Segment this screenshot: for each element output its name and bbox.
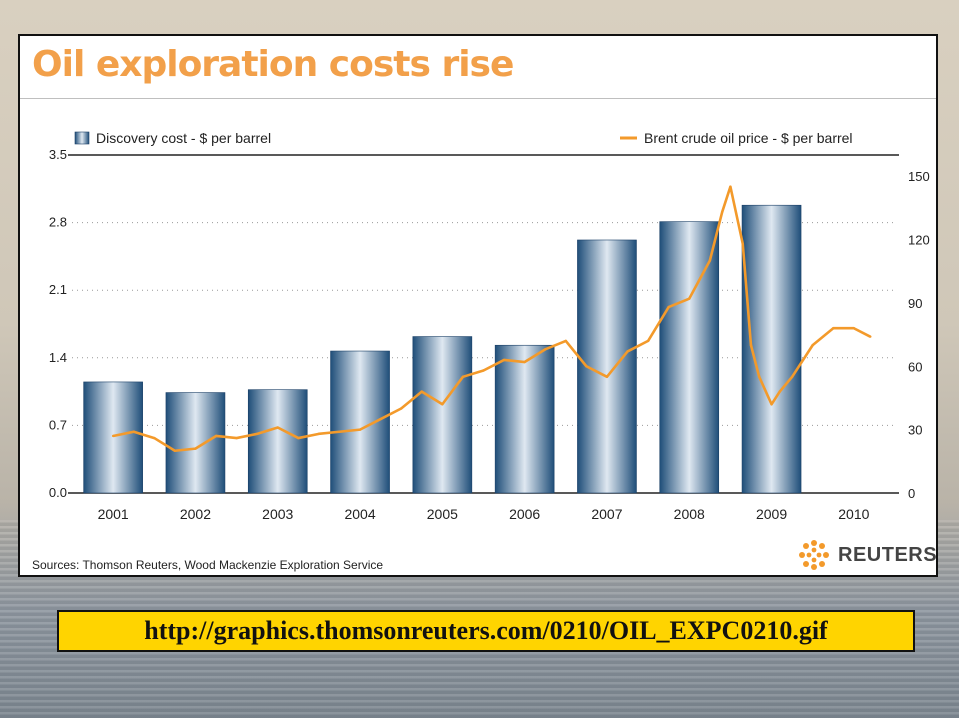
x-tick-label: 2006 bbox=[509, 506, 540, 522]
brent-price-point bbox=[338, 430, 341, 433]
brent-price-point bbox=[564, 339, 567, 343]
brent-price-point bbox=[111, 434, 115, 438]
x-tick-label: 2001 bbox=[98, 506, 129, 522]
right-tick-label: 90 bbox=[908, 296, 922, 311]
reuters-wordmark: REUTERS bbox=[838, 543, 938, 566]
left-tick-label: 2.8 bbox=[49, 215, 67, 230]
brent-price-point bbox=[741, 242, 744, 245]
brent-price-point bbox=[811, 343, 814, 347]
x-tick-label: 2005 bbox=[427, 506, 458, 522]
brent-price-point bbox=[276, 426, 279, 429]
legend-label-brent-price: Brent crude oil price - $ per barrel bbox=[644, 130, 853, 146]
source-url-banner: http://graphics.thomsonreuters.com/0210/… bbox=[57, 610, 915, 652]
brent-price-point bbox=[729, 185, 732, 188]
brent-price-point bbox=[852, 327, 856, 330]
left-tick-label: 1.4 bbox=[49, 350, 67, 365]
left-tick-label: 2.1 bbox=[49, 282, 67, 297]
source-url[interactable]: http://graphics.thomsonreuters.com/0210/… bbox=[144, 616, 828, 645]
x-tick-label: 2004 bbox=[344, 506, 375, 522]
right-tick-label: 150 bbox=[908, 169, 930, 184]
brent-price-point bbox=[502, 358, 506, 362]
title-divider bbox=[20, 98, 936, 99]
x-tick-label: 2002 bbox=[180, 506, 211, 522]
brent-price-point bbox=[173, 449, 177, 452]
brent-price-point bbox=[379, 417, 382, 421]
x-tick-label: 2010 bbox=[838, 506, 869, 522]
reuters-logo: REUTERS bbox=[798, 539, 937, 571]
bar-discovery-cost bbox=[83, 381, 143, 494]
brent-price-point bbox=[585, 365, 588, 368]
bar-discovery-cost bbox=[165, 392, 226, 494]
x-tick-label: 2007 bbox=[591, 506, 622, 522]
x-tick-label: 2003 bbox=[262, 506, 293, 522]
chart-title: Oil exploration costs rise bbox=[32, 44, 514, 85]
brent-price-point bbox=[400, 407, 403, 410]
brent-price-point bbox=[646, 339, 650, 343]
bar-discovery-cost bbox=[330, 350, 390, 494]
brent-price-point bbox=[667, 305, 670, 309]
left-tick-label: 0.7 bbox=[49, 417, 67, 432]
brent-price-point bbox=[605, 375, 609, 379]
combo-chart: 3.5 2.8 2.1 1.4 0.7 0.0 150 120 90 60 30 0 2001 2002 2… bbox=[49, 130, 930, 522]
brent-price-point bbox=[778, 390, 781, 393]
right-tick-label: 30 bbox=[908, 423, 922, 438]
brent-price-point bbox=[708, 259, 712, 262]
brent-price-point bbox=[749, 343, 753, 347]
brent-price-point bbox=[770, 403, 773, 406]
brent-price-point bbox=[832, 327, 835, 330]
brent-price-line bbox=[112, 185, 871, 453]
brent-price-point bbox=[869, 335, 872, 338]
chart-frame: Oil exploration costs rise 3.5 2.8 2.1 1.4 0… bbox=[18, 34, 938, 577]
x-tick-label: 2008 bbox=[674, 506, 705, 522]
brent-price-point bbox=[758, 375, 761, 379]
brent-price-point bbox=[720, 210, 724, 214]
brent-price-point bbox=[153, 436, 156, 440]
brent-price-point bbox=[317, 432, 321, 436]
bar-discovery-cost bbox=[247, 389, 308, 494]
brent-price-point bbox=[194, 447, 197, 450]
legend-bar-swatch bbox=[74, 131, 90, 145]
brent-price-point bbox=[461, 375, 465, 379]
brent-price-point bbox=[235, 436, 238, 440]
brent-price-point bbox=[297, 436, 300, 440]
brent-price-point bbox=[482, 369, 485, 372]
right-tick-label: 0 bbox=[908, 486, 915, 501]
reuters-dots-icon bbox=[799, 540, 829, 570]
brent-price-point bbox=[688, 297, 691, 300]
brent-price-point bbox=[255, 432, 259, 436]
brent-price-point bbox=[132, 430, 135, 433]
bar-discovery-cost bbox=[659, 221, 720, 494]
brent-price-point bbox=[214, 434, 218, 438]
brent-price-point bbox=[544, 348, 547, 351]
right-tick-label: 120 bbox=[908, 233, 930, 248]
brent-price-point bbox=[358, 428, 362, 431]
x-tick-label: 2009 bbox=[756, 506, 787, 522]
brent-price-point bbox=[523, 360, 526, 364]
left-tick-label: 3.5 bbox=[49, 147, 67, 162]
bar-discovery-cost bbox=[412, 336, 473, 494]
left-tick-label: 0.0 bbox=[49, 485, 67, 500]
bar-discovery-cost bbox=[494, 344, 555, 494]
source-note: Sources: Thomson Reuters, Wood Mackenzie… bbox=[32, 558, 384, 572]
brent-price-point bbox=[420, 390, 423, 393]
legend-label-discovery-cost: Discovery cost - $ per barrel bbox=[96, 130, 271, 146]
right-tick-label: 60 bbox=[908, 359, 922, 374]
brent-price-point bbox=[626, 350, 629, 353]
brent-price-point bbox=[441, 403, 444, 406]
brent-price-point bbox=[790, 375, 794, 379]
